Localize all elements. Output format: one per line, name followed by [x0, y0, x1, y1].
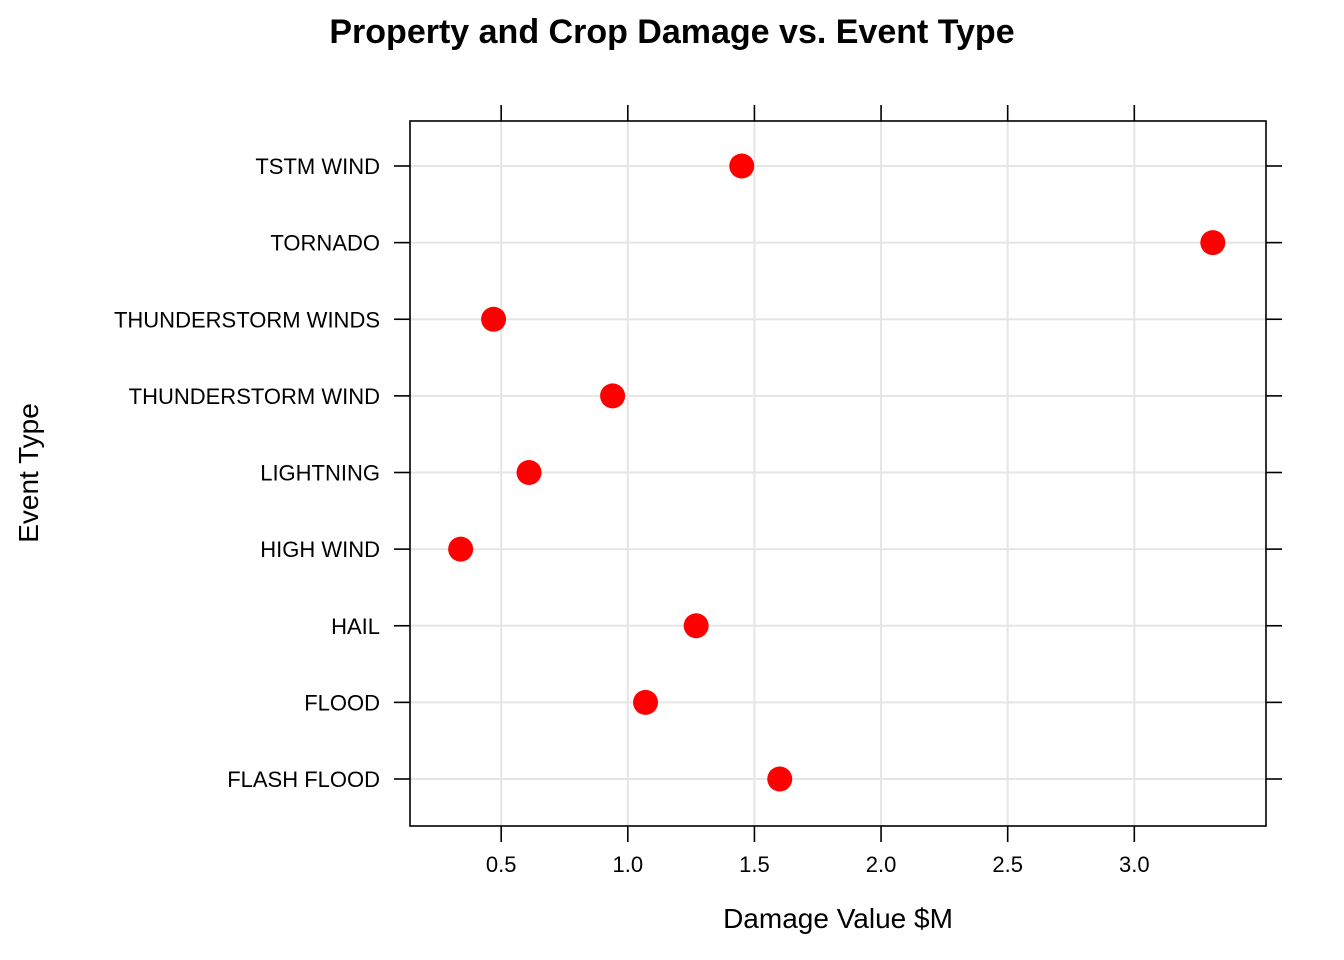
category-label: LIGHTNING [260, 461, 380, 486]
data-point [1200, 230, 1226, 256]
plot-frame [409, 120, 1267, 827]
data-point [767, 766, 793, 792]
data-point [516, 460, 542, 485]
category-label: HAIL [331, 614, 380, 639]
x-tick-label: 3.0 [1119, 852, 1150, 877]
data-point [600, 383, 626, 409]
data-points [448, 153, 1226, 792]
x-tick-label: 2.0 [866, 852, 897, 877]
data-point [481, 306, 507, 332]
x-tick-label: 1.0 [613, 852, 644, 877]
category-label: THUNDERSTORM WINDS [114, 307, 380, 332]
data-point [633, 689, 659, 715]
data-point [448, 536, 474, 562]
category-label: FLASH FLOOD [227, 767, 380, 792]
category-label: TORNADO [270, 231, 380, 256]
chart-title: Property and Crop Damage vs. Event Type [329, 13, 1014, 51]
grid-layer [410, 121, 1266, 826]
category-label: HIGH WIND [260, 537, 380, 562]
x-tick-label: 0.5 [486, 852, 517, 877]
data-point [683, 613, 709, 639]
x-tick-label: 1.5 [739, 852, 770, 877]
category-label: TSTM WIND [255, 154, 380, 179]
y-axis-label: Event Type [13, 403, 44, 543]
data-point [729, 153, 755, 179]
x-axis-label: Damage Value $M [723, 903, 953, 934]
category-label: FLOOD [304, 690, 380, 715]
tick-layer: 0.5 1.0 1.5 2.0 2.5 3.0 FLASH FLOOD FLOOD HAIL HI… [114, 105, 1282, 877]
x-tick-label: 2.5 [992, 852, 1023, 877]
category-label: THUNDERSTORM WIND [129, 384, 380, 409]
